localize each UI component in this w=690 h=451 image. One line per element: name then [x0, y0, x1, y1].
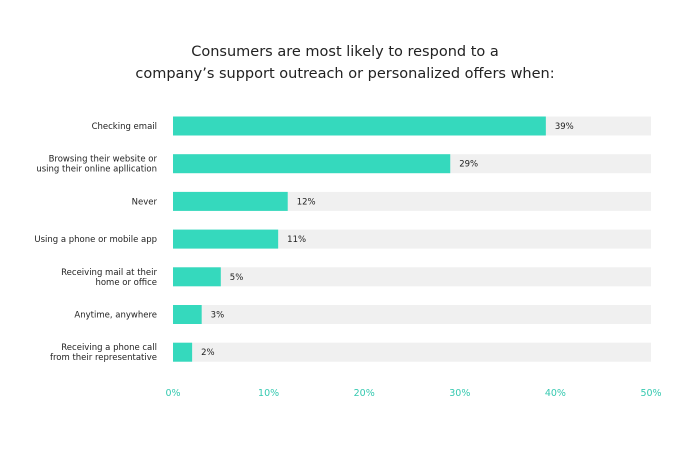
category-label: Using a phone or mobile app — [34, 235, 157, 245]
category-label: Never — [132, 197, 158, 207]
x-tick-label: 10% — [258, 388, 279, 399]
bar — [173, 267, 221, 287]
bar-track — [173, 342, 651, 362]
x-tick-label: 20% — [354, 388, 375, 399]
bar — [173, 154, 451, 174]
x-tick-label: 30% — [449, 388, 470, 399]
category-label: using their online apllication — [36, 165, 157, 175]
category-label: from their representative — [50, 353, 157, 363]
category-label: Anytime, anywhere — [74, 311, 157, 321]
bar-value-label: 5% — [230, 273, 244, 283]
bar-track — [173, 305, 651, 324]
category-label: Browsing their website or — [49, 155, 158, 165]
bar — [173, 342, 193, 362]
bar-track — [173, 229, 651, 249]
category-label: home or office — [95, 278, 157, 288]
chart-title-line-1: Consumers are most likely to respond to … — [191, 44, 499, 60]
bar-value-label: 11% — [287, 235, 306, 245]
category-label: Receiving mail at their — [61, 268, 157, 278]
bar-track — [173, 191, 651, 211]
x-tick-label: 0% — [165, 388, 180, 399]
bar — [173, 305, 202, 324]
bar-value-label: 3% — [211, 311, 225, 321]
bar-value-label: 12% — [297, 197, 316, 207]
chart-title-line-2: company’s support outreach or personaliz… — [135, 66, 555, 82]
bar-track — [173, 267, 651, 287]
bar-value-label: 29% — [459, 160, 478, 170]
bar — [173, 191, 288, 211]
bar-value-label: 2% — [201, 348, 215, 358]
bar — [173, 229, 279, 249]
x-tick-label: 40% — [545, 388, 566, 399]
category-label: Checking email — [92, 122, 157, 132]
category-label: Receiving a phone call — [61, 343, 157, 353]
bar — [173, 116, 546, 136]
x-tick-label: 50% — [640, 388, 661, 399]
bar-value-label: 39% — [555, 122, 574, 132]
